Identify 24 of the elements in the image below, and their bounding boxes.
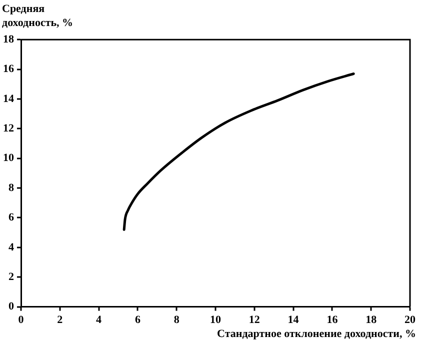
y-tick-label: 8	[8, 182, 14, 194]
x-tick-label: 18	[366, 314, 378, 326]
y-tick-label: 2	[8, 270, 14, 283]
x-tick-label: 20	[404, 314, 416, 326]
x-tick-label: 6	[134, 314, 141, 326]
y-tick-label: 18	[3, 33, 14, 46]
x-tick-label: 0	[18, 314, 24, 326]
x-tick-label: 12	[248, 314, 260, 326]
x-tick-label: 2	[57, 314, 64, 326]
y-tick-label: 4	[8, 241, 14, 254]
y-tick-label: 10	[3, 152, 14, 164]
y-tick-label: 0	[8, 300, 14, 313]
y-axis-title: Средняя доходность, %	[2, 2, 74, 30]
y-tick-label: 6	[8, 212, 14, 224]
x-axis-title: Стандартное отклонение доходности, %	[217, 328, 416, 340]
x-tick-label: 4	[96, 314, 102, 326]
x-tick-label: 16	[326, 314, 338, 326]
x-tick-label: 14	[288, 314, 300, 326]
line-series	[122, 72, 355, 231]
y-tick-label: 12	[3, 122, 14, 135]
x-tick-label: 10	[210, 314, 222, 326]
y-tick-label: 14	[3, 92, 14, 105]
x-tick-label: 8	[174, 314, 180, 326]
y-tick-label: 16	[3, 63, 14, 76]
